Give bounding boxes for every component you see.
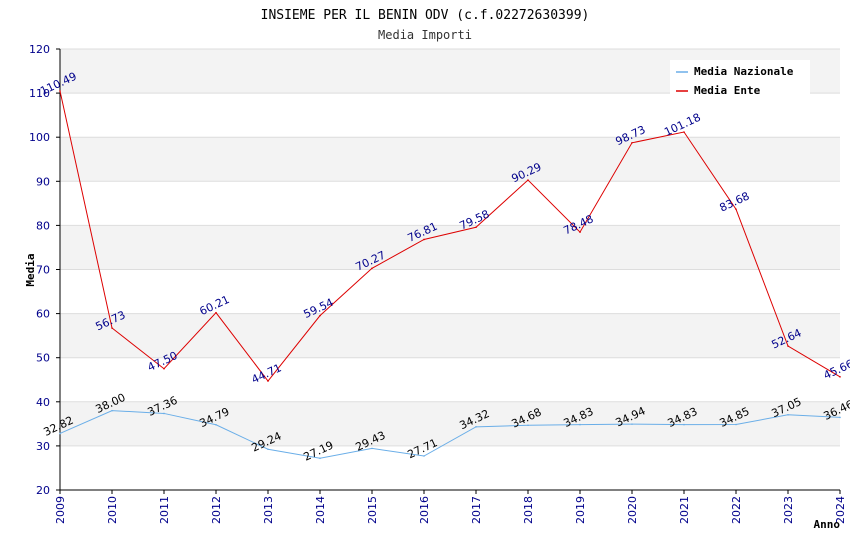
chart-subtitle: Media Importi [378,28,472,42]
y-tick-label: 40 [36,396,50,409]
x-tick-label: 2012 [210,496,223,524]
y-tick-label: 90 [36,175,50,188]
grid-band [60,357,840,402]
series-line-media-nazionale [59,410,841,459]
grid-band [60,269,840,314]
data-point [267,448,269,451]
legend-label-media-nazionale: Media Nazionale [694,65,794,78]
data-point [371,267,373,270]
data-point [215,423,217,426]
legend: Media Nazionale Media Ente [670,60,810,98]
data-point [319,457,321,460]
y-axis-ticks: 20 30 40 50 60 70 80 90 100 110 120 [29,43,60,497]
data-point [111,409,113,412]
x-tick-label: 2014 [314,496,327,524]
chart-title: INSIEME PER IL BENIN ODV (c.f.0227263039… [261,8,590,23]
y-tick-label: 20 [36,484,50,497]
data-point [839,416,841,419]
data-point [683,131,685,133]
y-tick-label: 60 [36,308,50,321]
grid-band [60,225,840,270]
x-tick-label: 2011 [158,496,171,524]
x-tick-label: 2020 [626,496,639,524]
grid-band [60,313,840,358]
y-tick-label: 100 [29,131,50,144]
x-tick-label: 2019 [574,496,587,524]
y-tick-label: 80 [36,219,50,232]
y-axis-title: Media [24,253,37,286]
series-group [59,90,841,460]
x-tick-label: 2018 [522,496,535,524]
x-tick-label: 2016 [418,496,431,524]
legend-label-media-ente: Media Ente [694,84,761,97]
data-point [371,447,373,450]
data-point [475,426,477,428]
grid-bands [60,49,840,490]
data-point [579,231,581,233]
data-point [735,423,737,426]
data-point [631,423,633,425]
x-axis-title: Anno [814,518,841,531]
data-point [683,423,685,426]
data-point [735,208,737,210]
data-point [267,380,269,382]
data-point [215,311,217,314]
y-tick-label: 110 [29,87,50,100]
series-line-media-ente [59,90,841,382]
legend-box [670,60,810,98]
x-axis-ticks: 2009 2010 2011 2012 2013 2014 2015 2016 2017 2018… [54,490,847,524]
data-point [423,455,425,457]
x-tick-label: 2022 [730,496,743,524]
data-point [319,314,321,317]
grid-band [60,181,840,226]
x-tick-label: 2017 [470,496,483,524]
data-point [787,414,789,416]
x-tick-label: 2009 [54,496,67,524]
data-point [527,424,529,427]
data-point [631,142,633,144]
grid-band [60,401,840,446]
x-tick-label: 2021 [678,496,691,524]
y-tick-label: 30 [36,440,50,453]
y-tick-label: 120 [29,43,50,56]
data-point [423,238,425,241]
data-point [59,90,61,92]
x-tick-label: 2015 [366,496,379,524]
data-point [839,376,841,378]
grid-band [60,445,840,490]
data-point [475,226,477,229]
x-tick-label: 2010 [106,496,119,524]
data-point [59,432,61,435]
data-point [111,327,113,329]
data-point [579,423,581,426]
y-tick-label: 50 [36,352,50,365]
x-tick-label: 2013 [262,496,275,524]
data-point [787,345,789,347]
data-point [163,367,165,370]
grid-band [60,137,840,182]
data-point [163,412,165,415]
y-tick-label: 70 [36,264,50,277]
x-tick-label: 2024 [834,496,847,524]
x-tick-label: 2023 [782,496,795,524]
grid-band [60,93,840,138]
data-point [527,179,529,181]
